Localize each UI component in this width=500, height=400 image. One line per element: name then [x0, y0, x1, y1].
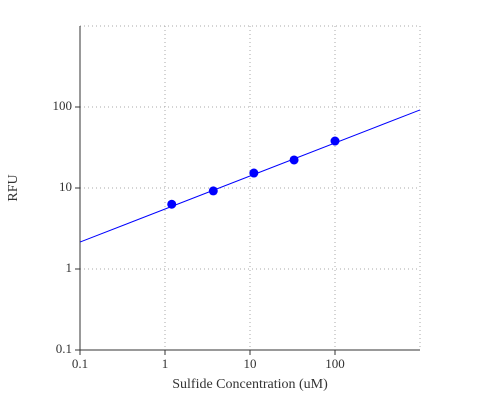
x-tick-label: 10	[244, 356, 257, 371]
data-point	[167, 199, 177, 209]
data-point	[249, 168, 259, 178]
data-point	[289, 155, 299, 165]
x-axis-label: Sulfide Concentration (uM)	[172, 377, 328, 392]
y-tick-label: 0.1	[56, 341, 72, 356]
fit-line	[79, 109, 421, 243]
x-tick-label: 1	[162, 356, 169, 371]
y-tick-label: 100	[53, 98, 73, 113]
data-point	[330, 136, 340, 146]
x-tick-label: 100	[325, 356, 345, 371]
data-point	[208, 186, 218, 196]
y-tick-label: 10	[59, 179, 72, 194]
y-tick-label: 1	[66, 260, 73, 275]
y-axis-label: RFU	[6, 174, 21, 201]
x-tick-label: 0.1	[72, 356, 88, 371]
